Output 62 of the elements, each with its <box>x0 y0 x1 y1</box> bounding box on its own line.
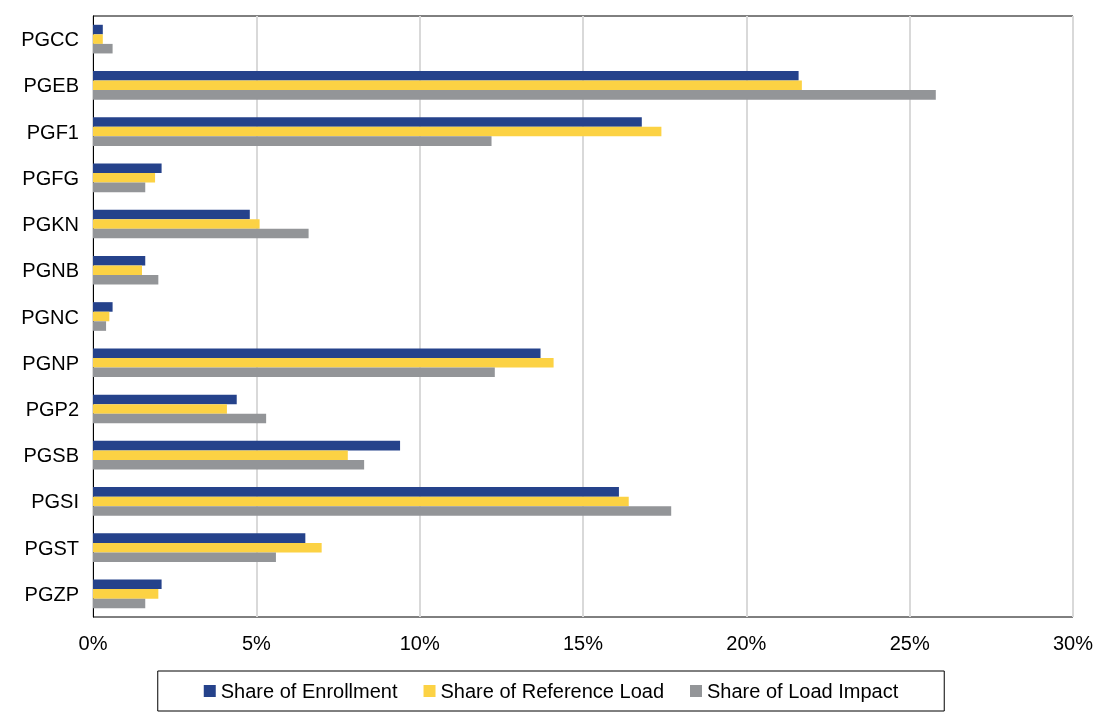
y-tick-label: PGSB <box>23 444 79 467</box>
x-tick-label: 25% <box>889 632 930 654</box>
bar <box>93 80 802 91</box>
y-tick-label: PGSI <box>31 490 79 513</box>
bar <box>93 357 554 368</box>
bar <box>93 228 309 239</box>
bar <box>93 255 146 266</box>
bar <box>93 209 250 220</box>
bar <box>93 394 237 405</box>
y-tick-label: PGNC <box>21 305 79 328</box>
bar <box>93 182 146 193</box>
bar <box>93 117 642 127</box>
y-tick-label: PGFG <box>22 166 79 189</box>
bar <box>93 43 113 54</box>
bar <box>93 321 107 331</box>
x-tick-label: 15% <box>562 632 604 654</box>
bar <box>93 275 159 285</box>
x-tick-label: 10% <box>399 632 440 654</box>
bar <box>93 265 142 276</box>
bar <box>93 126 662 137</box>
y-tick-label: PGKN <box>22 213 79 236</box>
y-tick-label: PGCC <box>21 28 79 51</box>
bar <box>93 24 103 35</box>
bar <box>93 598 146 609</box>
bar <box>93 90 936 100</box>
legend-label: Share of Load Impact <box>707 680 899 702</box>
legend-label: Share of Enrollment <box>220 680 398 702</box>
bar <box>93 533 306 543</box>
bar <box>93 496 629 507</box>
x-tick-label: 20% <box>726 632 767 654</box>
bar <box>93 34 103 44</box>
bar <box>93 579 162 590</box>
bar <box>93 404 227 414</box>
bar <box>93 506 672 516</box>
bar <box>93 302 113 312</box>
bar <box>93 552 276 562</box>
bar <box>93 589 159 599</box>
bar <box>93 413 267 424</box>
x-tick-label: 30% <box>1052 632 1094 654</box>
x-tick-label: 0% <box>78 632 108 654</box>
y-tick-label: PGF1 <box>26 120 79 143</box>
y-tick-label: PGNP <box>22 351 79 374</box>
bar <box>93 542 322 553</box>
y-tick-label: PGZP <box>24 582 79 605</box>
bar <box>93 450 348 460</box>
bar <box>93 71 799 81</box>
bar <box>93 459 365 470</box>
bar <box>93 440 401 451</box>
y-tick-label: PGST <box>24 536 79 559</box>
y-tick-label: PGEB <box>23 74 79 97</box>
bar <box>93 163 162 174</box>
y-tick-label: PGP2 <box>25 397 79 420</box>
bar <box>93 173 156 183</box>
bar <box>93 311 110 322</box>
bar <box>93 487 619 497</box>
y-tick-label: PGNB <box>22 259 79 282</box>
legend-label: Share of Reference Load <box>440 680 665 702</box>
bar <box>93 219 260 229</box>
bar <box>93 367 495 378</box>
bar <box>93 348 541 358</box>
x-tick-label: 5% <box>241 632 271 654</box>
bar <box>93 136 492 146</box>
